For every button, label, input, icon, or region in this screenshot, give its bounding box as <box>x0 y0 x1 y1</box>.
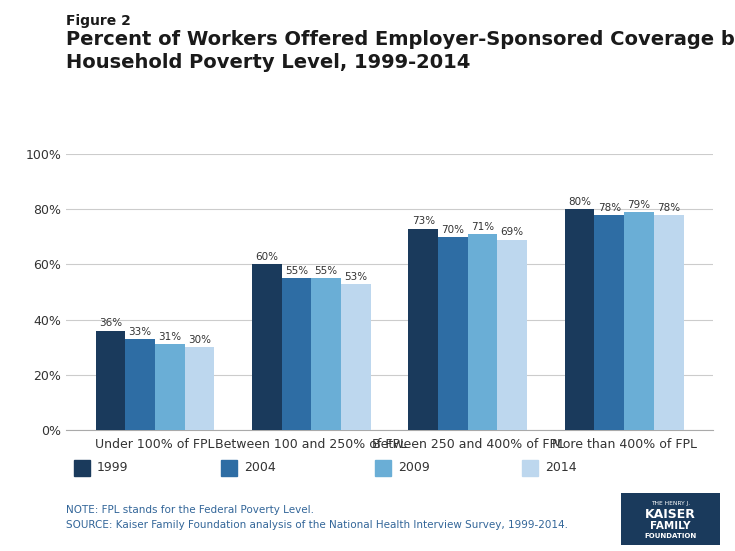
Bar <box>498 240 527 430</box>
Bar <box>467 234 498 430</box>
Bar <box>96 331 125 430</box>
Text: KAISER: KAISER <box>645 507 696 521</box>
Text: NOTE: FPL stands for the Federal Poverty Level.: NOTE: FPL stands for the Federal Poverty… <box>66 505 314 515</box>
Bar <box>595 215 624 430</box>
Text: 36%: 36% <box>98 318 122 328</box>
Text: SOURCE: Kaiser Family Foundation analysis of the National Health Interview Surve: SOURCE: Kaiser Family Foundation analysi… <box>66 520 568 530</box>
Text: 79%: 79% <box>628 200 650 210</box>
Text: 55%: 55% <box>285 266 308 276</box>
Text: 71%: 71% <box>471 222 494 232</box>
Text: 2014: 2014 <box>545 461 577 474</box>
Text: THE HENRY J.: THE HENRY J. <box>651 501 690 506</box>
Bar <box>282 278 312 430</box>
Bar <box>184 347 215 430</box>
Text: 33%: 33% <box>129 327 151 337</box>
Bar <box>438 237 467 430</box>
Text: 2009: 2009 <box>398 461 430 474</box>
Text: 80%: 80% <box>568 197 591 207</box>
Text: 69%: 69% <box>501 228 524 237</box>
Text: 30%: 30% <box>188 335 211 345</box>
Bar <box>125 339 155 430</box>
Bar <box>341 284 370 430</box>
Bar <box>409 229 438 430</box>
Bar <box>654 215 684 430</box>
Text: Percent of Workers Offered Employer-Sponsored Coverage by
Household Poverty Leve: Percent of Workers Offered Employer-Spon… <box>66 30 735 72</box>
Bar <box>155 344 184 430</box>
Text: Figure 2: Figure 2 <box>66 14 131 28</box>
Text: 60%: 60% <box>255 252 279 262</box>
Text: FOUNDATION: FOUNDATION <box>645 533 697 539</box>
Text: 78%: 78% <box>657 203 681 213</box>
Text: 2004: 2004 <box>244 461 276 474</box>
Text: 53%: 53% <box>345 272 368 282</box>
Bar <box>312 278 341 430</box>
Text: 78%: 78% <box>598 203 621 213</box>
Text: 55%: 55% <box>315 266 338 276</box>
Text: 73%: 73% <box>412 217 434 226</box>
Text: 1999: 1999 <box>97 461 129 474</box>
Text: 70%: 70% <box>442 225 465 235</box>
Bar <box>564 209 595 430</box>
Text: 31%: 31% <box>158 332 182 342</box>
Bar <box>624 212 654 430</box>
Bar <box>252 264 282 430</box>
Text: FAMILY: FAMILY <box>650 521 691 531</box>
